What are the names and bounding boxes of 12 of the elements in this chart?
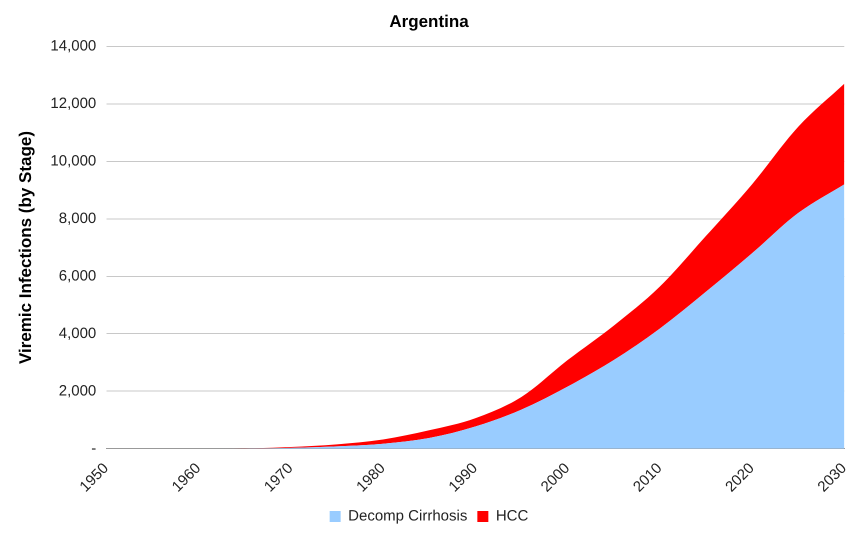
y-tick-label: 10,000: [50, 152, 96, 170]
y-tick-label: 2,000: [58, 382, 96, 400]
y-tick-label: 12,000: [50, 95, 96, 112]
legend-label: Decomp Cirrhosis: [348, 508, 468, 525]
chart-title: Argentina: [389, 12, 470, 31]
y-axis-title: Viremic Infections (by Stage): [16, 131, 35, 364]
y-tick-label: 14,000: [50, 38, 96, 55]
y-tick-label: 8,000: [58, 210, 96, 227]
y-tick-label: 4,000: [58, 324, 96, 342]
y-tick-label: -: [91, 440, 96, 457]
y-tick-label: 6,000: [58, 267, 96, 284]
legend-label: HCC: [496, 508, 529, 525]
